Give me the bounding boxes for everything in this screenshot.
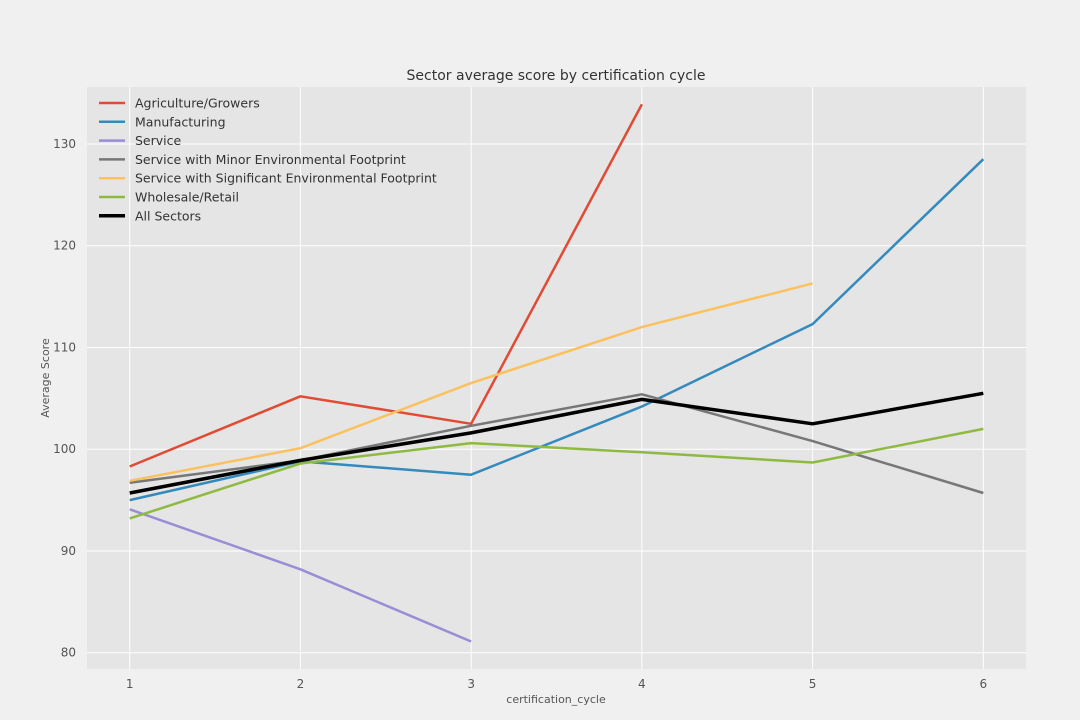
- y-ticks: 80 90 100 110 120 130: [53, 137, 76, 660]
- legend-label: All Sectors: [135, 208, 201, 223]
- x-tick-label: 6: [979, 677, 987, 691]
- y-axis-label: Average Score: [39, 338, 52, 418]
- legend-label: Agriculture/Growers: [135, 96, 260, 111]
- series-line-1: [129, 103, 644, 468]
- x-tick-label: 5: [809, 677, 817, 691]
- plot-background: [87, 87, 1026, 669]
- legend-label: Wholesale/Retail: [135, 190, 239, 205]
- series-line-7: [129, 391, 984, 495]
- x-axis-label: certification_cycle: [506, 693, 606, 706]
- series-line-5: [129, 282, 813, 483]
- y-tick-label: 80: [61, 646, 76, 660]
- x-tick-label: 3: [467, 677, 475, 691]
- x-tick-label: 4: [638, 677, 646, 691]
- series-lines: [129, 103, 985, 643]
- y-tick-label: 90: [61, 544, 76, 558]
- chart-title: Sector average score by certification cy…: [407, 68, 706, 84]
- y-tick-label: 110: [53, 340, 76, 354]
- legend-label: Service with Minor Environmental Footpri…: [135, 152, 406, 167]
- series-line-6: [129, 427, 984, 520]
- y-tick-label: 120: [53, 239, 76, 253]
- x-ticks: 1 2 3 4 5 6: [126, 677, 987, 691]
- x-tick-label: 2: [297, 677, 305, 691]
- legend-label: Service with Significant Environmental F…: [135, 171, 437, 186]
- legend-label: Manufacturing: [135, 114, 226, 129]
- y-tick-label: 100: [53, 442, 76, 456]
- legend-label: Service: [135, 133, 182, 148]
- grid: [87, 87, 1026, 669]
- y-tick-label: 130: [53, 137, 76, 151]
- legend: Agriculture/Growers Manufacturing Service S…: [99, 96, 437, 223]
- series-line-2: [129, 158, 985, 502]
- x-tick-label: 1: [126, 677, 134, 691]
- series-line-3: [129, 508, 472, 643]
